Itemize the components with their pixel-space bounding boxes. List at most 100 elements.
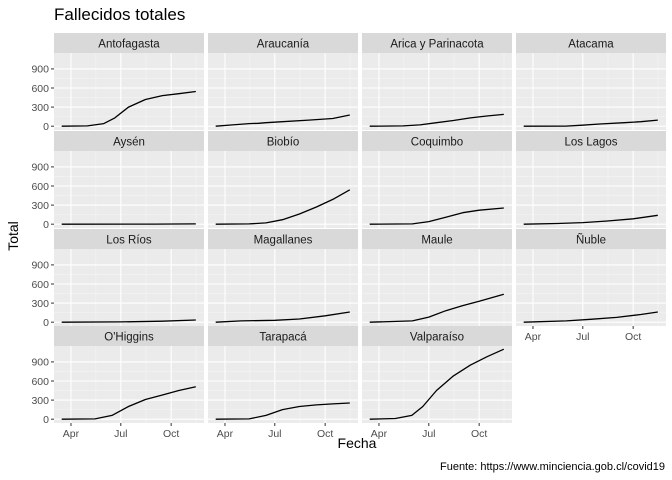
x-tick-label: Oct bbox=[471, 428, 487, 440]
series-line-los-rios bbox=[61, 319, 196, 323]
x-tick-label: Apr bbox=[525, 331, 542, 343]
series-line-biobio bbox=[215, 189, 351, 225]
facet-strip bbox=[208, 33, 358, 53]
panel-biobio: Biobío bbox=[208, 131, 358, 228]
panel-magallanes: Magallanes bbox=[208, 229, 358, 326]
series-line-tarapaca bbox=[215, 402, 350, 420]
facet-strip bbox=[516, 33, 666, 53]
facet-strip-label: Ñuble bbox=[576, 234, 606, 247]
x-tick-label: Jul bbox=[422, 428, 435, 440]
y-tick-label: 600 bbox=[31, 279, 49, 291]
x-tick-label: Oct bbox=[625, 331, 641, 343]
y-tick-label: 900 bbox=[31, 64, 49, 76]
panel-background bbox=[362, 346, 512, 423]
series-line-araucania bbox=[215, 114, 350, 127]
panel-aysen: Aysén 0 300 600 900 bbox=[31, 131, 204, 231]
series-line-valparaiso bbox=[369, 348, 505, 420]
series-line-magallanes bbox=[215, 311, 350, 323]
panel-o-higgins: O'Higgins 0 300 600 900 Apr Jul Oct bbox=[31, 326, 204, 440]
series-line-atacama bbox=[523, 119, 658, 127]
series-line-antofagasta bbox=[61, 90, 196, 127]
chart-title: Fallecidos totales bbox=[54, 5, 185, 24]
series-line-o-higgins bbox=[61, 386, 196, 420]
y-tick-label: 0 bbox=[43, 414, 49, 426]
facet-strip-label: Antofagasta bbox=[98, 39, 160, 51]
panel-los-rios: Los Ríos 0 300 600 900 bbox=[31, 229, 204, 329]
series-line-arica-y-parinacota bbox=[369, 113, 504, 127]
y-tick-label: 300 bbox=[31, 200, 49, 212]
panel-background bbox=[516, 53, 666, 130]
facet-strip bbox=[54, 131, 204, 151]
panel-background bbox=[208, 346, 358, 423]
facet-strip bbox=[208, 229, 358, 249]
y-tick-label: 600 bbox=[31, 376, 49, 388]
panel-background bbox=[362, 151, 512, 228]
panel-background bbox=[208, 151, 358, 228]
panel-atacama: Atacama bbox=[516, 33, 666, 130]
panel-los-lagos: Los Lagos bbox=[516, 131, 666, 228]
facet-strip-label: O'Higgins bbox=[104, 332, 154, 344]
facet-strip bbox=[54, 229, 204, 249]
facet-strip bbox=[362, 131, 512, 151]
facet-strip-label: Coquimbo bbox=[411, 137, 463, 149]
x-tick-label: Jul bbox=[576, 331, 589, 343]
series-line-nuble bbox=[523, 311, 658, 323]
y-tick-label: 900 bbox=[31, 260, 49, 272]
series-line-coquimbo bbox=[369, 207, 504, 225]
x-tick-label: Oct bbox=[317, 428, 333, 440]
facet-strip-label: Maule bbox=[421, 235, 452, 247]
facet-strip bbox=[516, 131, 666, 151]
chart-caption: Fuente: https://www.minciencia.gob.cl/co… bbox=[440, 461, 665, 473]
facet-strip-label: Tarapacá bbox=[259, 332, 307, 344]
x-tick-label: Apr bbox=[371, 428, 388, 440]
y-tick-label: 600 bbox=[31, 83, 49, 95]
facet-strip bbox=[362, 33, 512, 53]
facet-strip-label: Los Lagos bbox=[564, 137, 617, 149]
facet-strip bbox=[208, 326, 358, 346]
panel-maule: Maule bbox=[362, 229, 512, 326]
panel-background bbox=[208, 249, 358, 326]
y-tick-label: 600 bbox=[31, 181, 49, 193]
y-tick-label: 0 bbox=[43, 121, 49, 133]
panel-background bbox=[54, 53, 204, 130]
panel-valparaiso: Valparaíso Apr Jul Oct bbox=[362, 326, 512, 440]
panel-arica-y-parinacota: Arica y Parinacota bbox=[362, 33, 512, 130]
series-line-maule bbox=[369, 293, 504, 323]
panel-background bbox=[516, 151, 666, 228]
facet-strip bbox=[362, 229, 512, 249]
panel-coquimbo: Coquimbo bbox=[362, 131, 512, 228]
facet-strip-label: Biobío bbox=[267, 137, 300, 149]
facet-panels: Antofagasta 0 300 600 900 Araucanía Arica y Pa… bbox=[31, 33, 666, 440]
facet-strip-label: Arica y Parinacota bbox=[390, 39, 484, 51]
panel-antofagasta: Antofagasta 0 300 600 900 bbox=[31, 33, 204, 133]
x-tick-label: Apr bbox=[63, 428, 80, 440]
facet-strip bbox=[54, 33, 204, 53]
x-tick-label: Oct bbox=[163, 428, 179, 440]
panel-background bbox=[362, 249, 512, 326]
facet-strip bbox=[208, 131, 358, 151]
panel-background bbox=[54, 346, 204, 423]
panel-nuble: Ñuble Apr Jul Oct bbox=[516, 229, 666, 343]
y-tick-label: 300 bbox=[31, 395, 49, 407]
x-tick-label: Jul bbox=[114, 428, 127, 440]
x-tick-label: Jul bbox=[268, 428, 281, 440]
facet-strip bbox=[362, 326, 512, 346]
facet-strip-label: Aysén bbox=[113, 137, 145, 149]
panel-background bbox=[54, 249, 204, 326]
y-tick-label: 0 bbox=[43, 317, 49, 329]
panel-background bbox=[208, 53, 358, 130]
panel-tarapaca: Tarapacá Apr Jul Oct bbox=[208, 326, 358, 440]
facet-strip-label: Atacama bbox=[568, 39, 614, 51]
y-tick-label: 300 bbox=[31, 102, 49, 114]
facet-strip bbox=[516, 229, 666, 249]
facet-strip-label: Magallanes bbox=[254, 235, 313, 247]
panel-background bbox=[516, 249, 666, 326]
facet-strip-label: Valparaíso bbox=[410, 332, 464, 344]
y-tick-label: 900 bbox=[31, 357, 49, 369]
y-axis-title: Total bbox=[5, 221, 21, 251]
panel-araucania: Araucanía bbox=[208, 33, 358, 130]
panel-background bbox=[362, 53, 512, 130]
x-axis-title: Fecha bbox=[338, 435, 377, 451]
y-tick-label: 0 bbox=[43, 219, 49, 231]
